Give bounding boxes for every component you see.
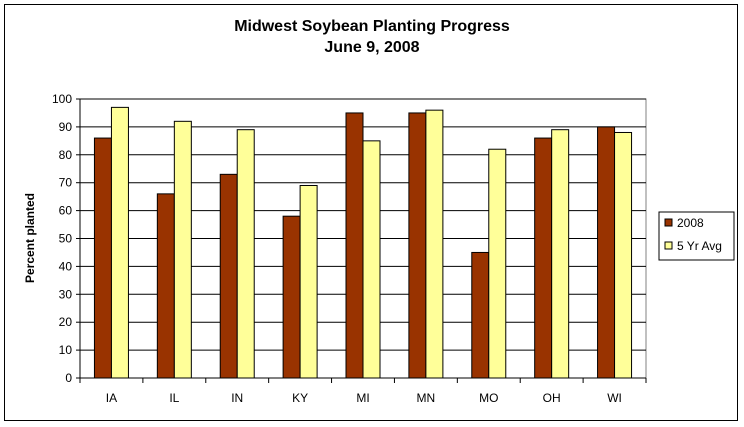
bar-in-2008 — [219, 173, 238, 379]
x-tick-label: OH — [543, 391, 561, 405]
y-tick-label: 100 — [52, 92, 72, 106]
bar-oh-5yr-avg — [551, 129, 570, 379]
y-tick-label: 0 — [65, 371, 72, 385]
bar-ia-5yr-avg — [110, 106, 129, 379]
x-tick-label: MO — [479, 391, 498, 405]
x-tick-label: MI — [356, 391, 369, 405]
bars — [93, 106, 633, 379]
axes — [76, 98, 647, 383]
bar-wi-2008 — [597, 126, 616, 379]
bar-mi-5yr-avg — [362, 140, 381, 379]
bar-mo-5yr-avg — [488, 148, 507, 379]
legend-swatch-2008 — [664, 218, 673, 227]
bar-il-2008 — [156, 193, 175, 379]
legend: 2008 5 Yr Avg — [658, 211, 735, 261]
y-axis-label: Percent planted — [23, 193, 37, 283]
bar-mn-2008 — [408, 112, 427, 379]
y-tick-label: 90 — [59, 120, 73, 134]
bar-mn-5yr-avg — [425, 109, 444, 379]
y-tick-label: 20 — [59, 315, 73, 329]
y-tick-label: 60 — [59, 204, 73, 218]
legend-label-2008: 2008 — [677, 216, 704, 230]
y-tick-label: 50 — [59, 232, 73, 246]
y-tick-label: 40 — [59, 259, 73, 273]
x-tick-label: WI — [607, 391, 622, 405]
bar-il-5yr-avg — [173, 120, 192, 379]
x-tick-label: IN — [231, 391, 243, 405]
y-tick-labels: 0 10 20 30 40 50 60 70 80 90 100 — [52, 92, 72, 385]
bar-ky-2008 — [282, 215, 301, 379]
x-tick-labels: IA IL IN KY MI MN MO OH WI — [106, 391, 622, 405]
y-tick-label: 80 — [59, 148, 73, 162]
chart-title-block: Midwest Soybean Planting Progress June 9… — [0, 16, 744, 58]
bar-ky-5yr-avg — [299, 184, 318, 379]
bar-oh-2008 — [534, 137, 553, 379]
bar-in-5yr-avg — [236, 129, 255, 379]
x-tick-label: IA — [106, 391, 117, 405]
chart-title: Midwest Soybean Planting Progress — [234, 18, 510, 35]
bar-mi-2008 — [345, 112, 364, 379]
x-tick-label: IL — [169, 391, 179, 405]
y-tick-label: 30 — [59, 287, 73, 301]
bar-mo-2008 — [471, 251, 490, 379]
x-tick-label: MN — [417, 391, 436, 405]
legend-swatch-5yr-avg — [664, 241, 673, 250]
legend-label-5yr-avg: 5 Yr Avg — [677, 239, 722, 253]
chart-subtitle: June 9, 2008 — [324, 39, 420, 56]
y-tick-label: 10 — [59, 343, 73, 357]
bar-wi-5yr-avg — [614, 131, 633, 379]
y-tick-label: 70 — [59, 176, 73, 190]
bar-ia-2008 — [93, 137, 112, 379]
x-tick-label: KY — [292, 391, 308, 405]
